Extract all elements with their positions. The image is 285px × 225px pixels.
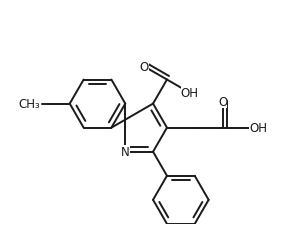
Text: O: O xyxy=(218,95,227,108)
Text: CH₃: CH₃ xyxy=(18,98,40,111)
Text: O: O xyxy=(139,61,149,74)
Text: N: N xyxy=(121,146,130,158)
Text: OH: OH xyxy=(181,87,199,100)
Text: OH: OH xyxy=(249,122,267,135)
